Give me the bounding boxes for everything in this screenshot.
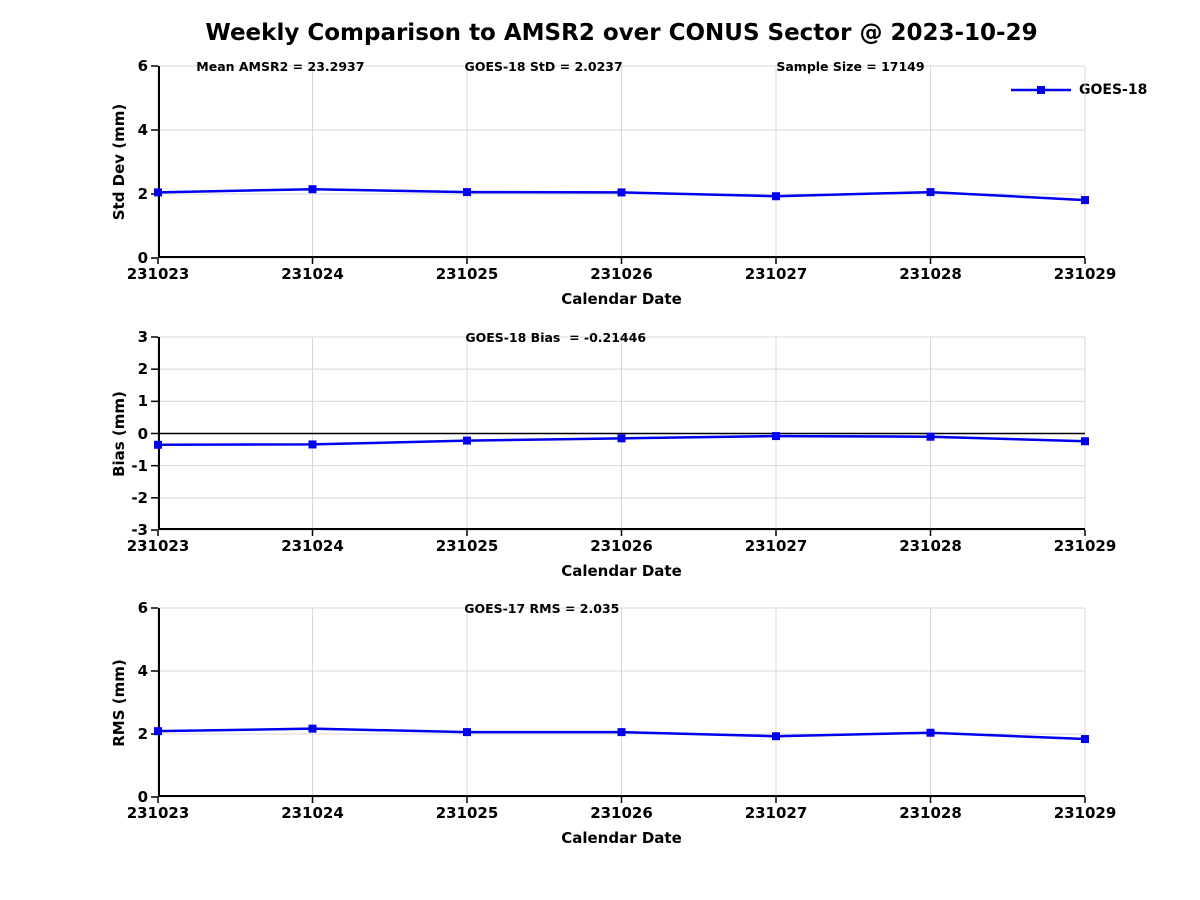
x-tick-label: 231027 (744, 537, 808, 555)
x-tick-label: 231026 (590, 265, 653, 283)
subplot-annotation: GOES-18 StD = 2.0237 (464, 59, 623, 74)
data-marker (772, 732, 780, 741)
x-tick-label: 231027 (744, 804, 808, 822)
data-marker (154, 440, 162, 449)
plot-area (151, 336, 1089, 536)
legend-label: GOES-18 (1079, 82, 1148, 98)
x-tick-label: 231028 (899, 804, 962, 822)
y-axis-title: Bias (mm) (110, 390, 128, 477)
data-marker (463, 436, 471, 445)
y-tick-label: 3 (137, 328, 148, 346)
x-tick-label: 231025 (435, 804, 499, 822)
y-axis-title: Std Dev (mm) (110, 103, 128, 221)
x-tick-label: 231026 (590, 804, 653, 822)
legend-line-marker-icon (1011, 86, 1071, 94)
data-marker (617, 188, 626, 197)
subplot-annotation: Sample Size = 17149 (776, 59, 925, 74)
y-tick-label: 6 (137, 599, 148, 617)
y-tick-label: 2 (137, 185, 148, 203)
x-tick-label: 231029 (1053, 265, 1117, 283)
plot-area (151, 607, 1089, 803)
data-marker (308, 185, 317, 194)
y-axis-title: RMS (mm) (110, 658, 128, 747)
x-tick-label: 231025 (435, 265, 499, 283)
x-tick-label: 231023 (126, 804, 190, 822)
x-tick-label: 231024 (281, 537, 344, 555)
x-tick-label: 231023 (126, 537, 190, 555)
y-tick-label: -2 (131, 488, 148, 507)
data-marker (154, 727, 162, 736)
y-tick-label: -1 (131, 456, 148, 475)
x-tick-label: 231028 (899, 265, 962, 283)
data-marker (617, 434, 626, 443)
y-tick-label: -3 (131, 521, 148, 539)
y-tick-label: 2 (137, 725, 148, 743)
x-tick-label: 231029 (1053, 804, 1117, 822)
plot-area (151, 65, 1089, 264)
y-tick-label: 4 (137, 662, 148, 680)
x-tick-label: 231024 (281, 804, 344, 822)
data-marker (154, 188, 162, 197)
x-tick-label: 231027 (744, 265, 808, 283)
y-tick-label: 4 (137, 121, 148, 139)
x-axis-title: Calendar Date (561, 290, 682, 308)
y-tick-label: 0 (137, 788, 148, 806)
subplot-annotation: Mean AMSR2 = 23.2937 (196, 59, 365, 74)
y-tick-label: 0 (137, 249, 148, 267)
data-marker (772, 192, 780, 201)
data-marker (772, 432, 780, 441)
y-tick-label: 2 (137, 360, 148, 379)
x-tick-label: 231024 (281, 265, 344, 283)
data-marker (463, 188, 471, 197)
data-marker (926, 728, 935, 737)
chart-title: Weekly Comparison to AMSR2 over CONUS Se… (205, 20, 1038, 46)
y-tick-label: 1 (137, 392, 148, 411)
data-marker (1081, 196, 1089, 205)
x-tick-label: 231026 (590, 537, 653, 555)
data-marker (1081, 437, 1089, 446)
y-tick-label: 0 (137, 424, 148, 443)
data-marker (308, 724, 317, 733)
legend: GOES-18 (1010, 82, 1147, 98)
data-marker (308, 440, 317, 449)
data-marker (926, 188, 935, 197)
data-marker (617, 728, 626, 737)
x-axis-title: Calendar Date (561, 562, 682, 580)
data-marker (463, 728, 471, 737)
x-tick-label: 231028 (899, 537, 962, 555)
x-axis-title: Calendar Date (561, 829, 682, 847)
subplot-annotation: GOES-17 RMS = 2.035 (464, 601, 620, 616)
x-tick-label: 231029 (1053, 537, 1117, 555)
x-tick-label: 231025 (435, 537, 499, 555)
data-marker (1081, 735, 1089, 744)
subplot-annotation: GOES-18 Bias = -0.21446 (465, 330, 647, 345)
y-tick-label: 6 (137, 57, 148, 75)
data-marker (926, 432, 935, 441)
x-tick-label: 231023 (126, 265, 190, 283)
